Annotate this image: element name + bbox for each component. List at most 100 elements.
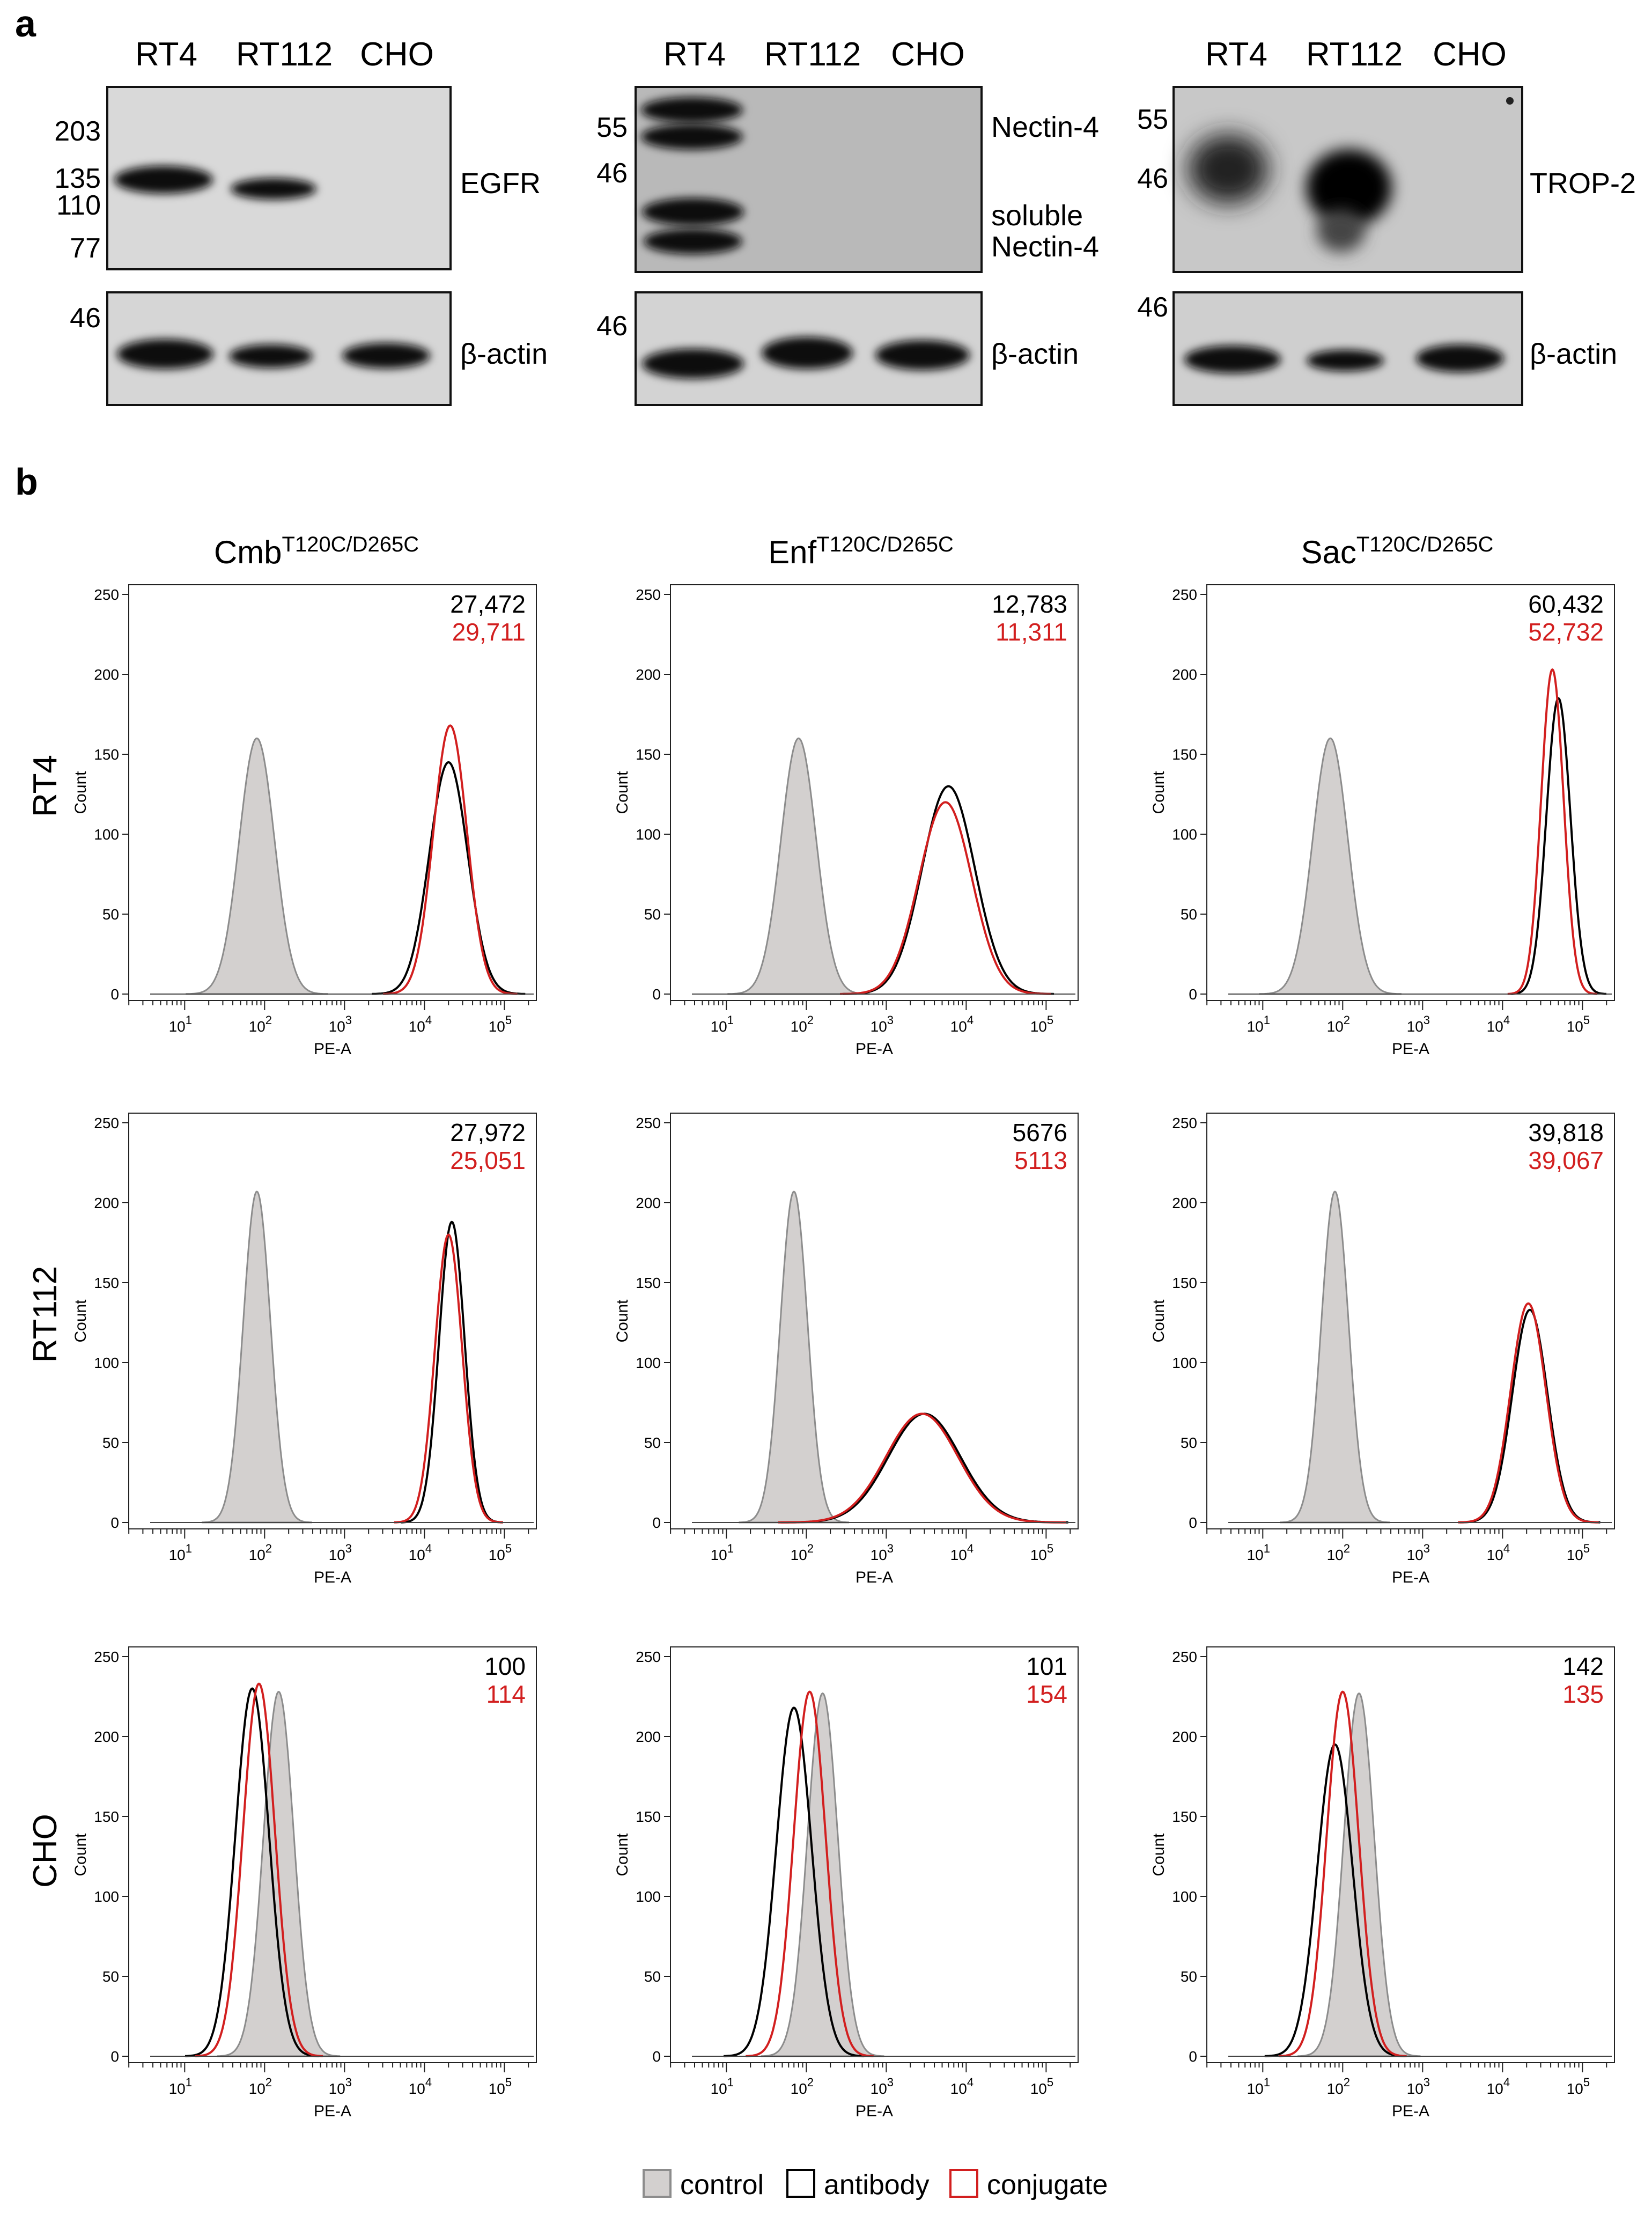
y-tick-label: 100 <box>94 1355 119 1371</box>
plot-frame <box>128 1113 537 1529</box>
y-tick-label: 250 <box>94 1115 119 1131</box>
y-tick-label: 150 <box>94 1808 119 1825</box>
histogram-plot: 0 50 100 150 200 250 Count 101 102 103 104 105 PE-A 1… <box>614 584 1079 1058</box>
y-tick-label: 0 <box>652 2048 661 2065</box>
y-tick-label: 250 <box>1172 1115 1197 1131</box>
histogram-plot: 0 50 100 150 200 250 Count 101 102 103 104 105 PE-A 2… <box>72 1113 537 1586</box>
y-axis-label: Count <box>1150 771 1168 814</box>
mfi-conjugate: 5113 <box>1014 1146 1067 1174</box>
y-tick-label: 100 <box>636 1888 661 1905</box>
x-tick-label: 101 <box>711 2076 734 2097</box>
row-label: CHO <box>27 1814 64 1888</box>
y-tick-label: 150 <box>94 746 119 763</box>
blot-band <box>114 166 213 194</box>
mfi-conjugate: 135 <box>1562 1680 1604 1708</box>
histogram-plot: 0 50 100 150 200 250 Count 101 102 103 104 105 PE-A 2… <box>72 584 537 1058</box>
conjugate-histogram <box>1278 1690 1407 2057</box>
y-tick-label: 50 <box>644 906 661 923</box>
mw-marker: 46 <box>1137 163 1168 194</box>
x-tick-label: 103 <box>871 1542 894 1563</box>
mw-marker: 203 <box>54 116 101 147</box>
x-tick-label: 102 <box>1327 1542 1350 1563</box>
y-tick-label: 0 <box>110 1514 119 1531</box>
panel-b-label: b <box>15 461 38 503</box>
y-tick-label: 200 <box>94 666 119 683</box>
blot-band <box>1188 134 1268 204</box>
x-tick-label: 105 <box>1030 1013 1053 1035</box>
mfi-antibody: 100 <box>484 1652 526 1680</box>
mw-marker: 110 <box>56 190 101 221</box>
y-tick-label: 250 <box>94 1649 119 1665</box>
y-axis-label: Count <box>1150 1833 1168 1877</box>
y-axis-label: Count <box>614 771 631 814</box>
x-tick-label: 105 <box>489 1013 512 1035</box>
y-tick-label: 250 <box>1172 1649 1197 1665</box>
y-tick-label: 50 <box>644 1968 661 1985</box>
mw-marker: 55 <box>596 112 628 143</box>
y-tick-label: 100 <box>1172 1355 1197 1371</box>
y-tick-label: 50 <box>1181 906 1197 923</box>
y-tick-label: 0 <box>110 2048 119 2065</box>
lane-label: RT112 <box>1306 36 1403 73</box>
actin-band <box>875 340 970 370</box>
y-tick-label: 0 <box>110 986 119 1003</box>
blot-band <box>642 198 744 226</box>
mfi-conjugate: 29,711 <box>452 618 526 646</box>
x-axis-label: PE-A <box>1392 2102 1429 2120</box>
y-tick-label: 100 <box>94 1888 119 1905</box>
x-tick-label: 104 <box>409 2076 432 2097</box>
y-tick-label: 0 <box>1189 986 1197 1003</box>
y-tick-label: 100 <box>94 826 119 843</box>
lane-label: CHO <box>891 36 965 73</box>
y-axis-label: Count <box>72 771 90 814</box>
conjugate-histogram <box>746 1690 874 2057</box>
legend-label: control <box>680 2169 764 2201</box>
control-histogram <box>1280 1190 1390 1524</box>
x-axis-label: PE-A <box>856 1569 893 1586</box>
y-tick-label: 250 <box>636 1115 661 1131</box>
x-tick-label: 101 <box>169 1542 192 1563</box>
x-tick-label: 103 <box>1407 2076 1430 2097</box>
x-tick-label: 105 <box>489 2076 512 2097</box>
x-tick-label: 103 <box>1407 1013 1430 1035</box>
x-axis-label: PE-A <box>1392 1040 1429 1058</box>
mfi-antibody: 101 <box>1026 1652 1067 1680</box>
control-histogram <box>1259 737 1402 995</box>
antibody-histogram <box>372 761 526 995</box>
blot-trop2: RT4 RT112 CHO 55 46 TROP-2 46 β-actin <box>1137 36 1636 406</box>
actin-band <box>1416 344 1504 372</box>
antibody-histogram <box>401 1220 503 1524</box>
plot-frame <box>670 1646 1079 2063</box>
y-tick-label: 150 <box>1172 1275 1197 1291</box>
conjugate-histogram <box>1458 1302 1599 1524</box>
mw-marker: 46 <box>596 158 628 189</box>
control-histogram <box>202 1190 312 1524</box>
y-tick-label: 200 <box>94 1195 119 1211</box>
control-histogram <box>1297 1692 1421 2057</box>
legend-swatch-conjugate <box>949 2169 978 2198</box>
mfi-antibody: 27,972 <box>450 1119 526 1146</box>
mfi-conjugate: 25,051 <box>450 1146 526 1174</box>
x-tick-label: 103 <box>871 1013 894 1035</box>
y-tick-label: 0 <box>652 1514 661 1531</box>
mfi-conjugate: 154 <box>1026 1680 1067 1708</box>
mw-marker: 46 <box>70 303 101 334</box>
x-tick-label: 105 <box>489 1542 512 1563</box>
x-tick-label: 102 <box>249 1013 272 1035</box>
y-tick-label: 150 <box>94 1275 119 1291</box>
x-tick-label: 103 <box>871 2076 894 2097</box>
y-tick-label: 0 <box>1189 1514 1197 1531</box>
legend-label: conjugate <box>987 2169 1108 2201</box>
actin-band <box>1184 345 1281 373</box>
blot-band <box>644 229 742 254</box>
x-tick-label: 101 <box>1247 2076 1270 2097</box>
antibody-histogram <box>1264 1743 1405 2057</box>
x-tick-label: 105 <box>1030 2076 1053 2097</box>
column-header: EnfT120C/D265C <box>768 533 954 570</box>
y-tick-label: 100 <box>1172 826 1197 843</box>
actin-label: β-actin <box>991 338 1079 370</box>
y-tick-label: 50 <box>102 1434 119 1451</box>
x-axis-label: PE-A <box>856 2102 893 2120</box>
y-tick-label: 200 <box>1172 1728 1197 1745</box>
legend: control antibody conjugate <box>643 2169 1108 2201</box>
